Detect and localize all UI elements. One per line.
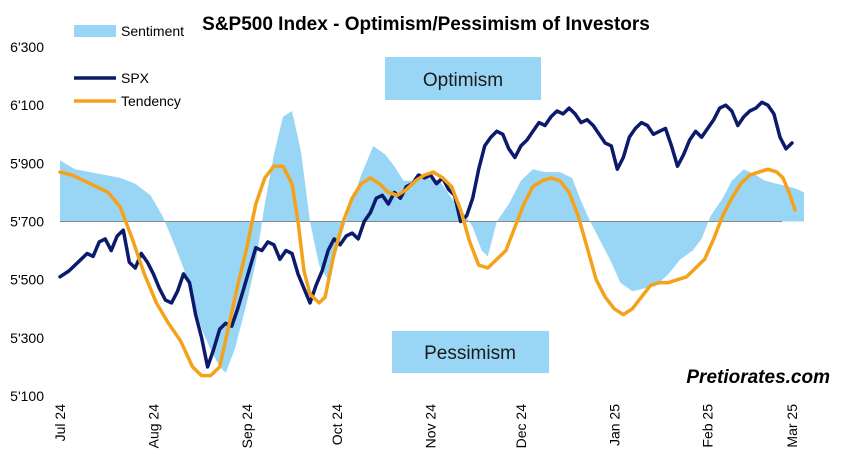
x-axis: Jul 24 Aug 24 Sep 24 Oct 24 Nov 24 Dec 24 Jan …: [52, 404, 800, 449]
y-tick-label: 5'300: [10, 330, 44, 346]
y-tick-label: 5'700: [10, 214, 44, 230]
legend-label-sentiment: Sentiment: [121, 23, 184, 39]
x-tick-label: Feb 25: [700, 404, 716, 448]
y-tick-label: 5'500: [10, 272, 44, 288]
line-series-layer: [58, 100, 797, 378]
x-tick-label: Nov 24: [423, 404, 439, 449]
legend-label-spx: SPX: [121, 70, 150, 86]
x-tick-label: Aug 24: [145, 404, 161, 449]
x-tick-label: Jul 24: [52, 404, 68, 442]
legend-swatch-sentiment: [74, 25, 116, 37]
y-axis: 6'300 6'100 5'900 5'700 5'500 5'300 5'100: [10, 39, 44, 404]
source-watermark: Pretiorates.com: [686, 367, 830, 388]
y-tick-label: 6'100: [10, 97, 44, 113]
x-tick-label: Jan 25: [606, 404, 622, 446]
x-tick-label: Dec 24: [513, 404, 529, 449]
optimism-box: Optimism: [385, 57, 541, 100]
chart-title: S&P500 Index - Optimism/Pessimism of Inv…: [202, 14, 650, 35]
y-tick-label: 5'900: [10, 155, 44, 171]
pessimism-box: Pessimism: [392, 331, 549, 373]
pessimism-label: Pessimism: [424, 343, 516, 364]
legend: Sentiment SPX Tendency: [74, 23, 184, 109]
sentiment-area: [60, 111, 804, 373]
x-tick-label: Mar 25: [784, 404, 800, 448]
x-tick-label: Oct 24: [329, 404, 345, 445]
x-tick-label: Sep 24: [239, 404, 255, 449]
spx-line: [58, 100, 794, 369]
y-tick-label: 5'100: [10, 388, 44, 404]
optimism-label: Optimism: [423, 70, 503, 91]
tendency-line: [58, 164, 797, 378]
legend-label-tendency: Tendency: [121, 93, 181, 109]
y-tick-label: 6'300: [10, 39, 44, 55]
sentiment-area-layer: [60, 111, 804, 373]
